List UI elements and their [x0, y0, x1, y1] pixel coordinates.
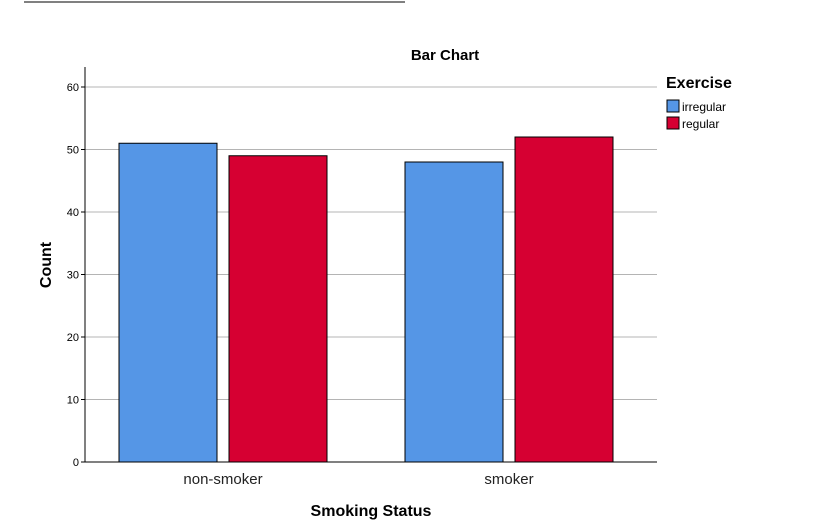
x-axis-label: Smoking Status [311, 503, 432, 520]
legend-title: Exercise [666, 75, 732, 92]
x-tick-label: smoker [484, 471, 533, 488]
y-tick-label: 0 [73, 457, 79, 469]
legend-label-irregular: irregular [682, 100, 726, 114]
chart-title: Bar Chart [411, 47, 479, 64]
bar-irregular-non-smoker [118, 142, 218, 463]
bar-regular-smoker [514, 136, 614, 463]
bar-irregular-smoker [404, 161, 504, 463]
y-tick-label: 30 [67, 270, 79, 282]
y-tick-label: 50 [67, 145, 79, 157]
y-tick-label: 20 [67, 332, 79, 344]
legend-label-regular: regular [682, 117, 719, 131]
x-tick-label: non-smoker [183, 471, 262, 488]
y-axis-label: Count [38, 241, 55, 288]
bar-regular-non-smoker [228, 155, 328, 463]
legend-swatch-regular [666, 116, 680, 130]
y-tick-label: 60 [67, 82, 79, 94]
y-tick-label: 40 [67, 207, 79, 219]
legend-swatch-irregular [666, 99, 680, 113]
y-tick-label: 10 [67, 395, 79, 407]
